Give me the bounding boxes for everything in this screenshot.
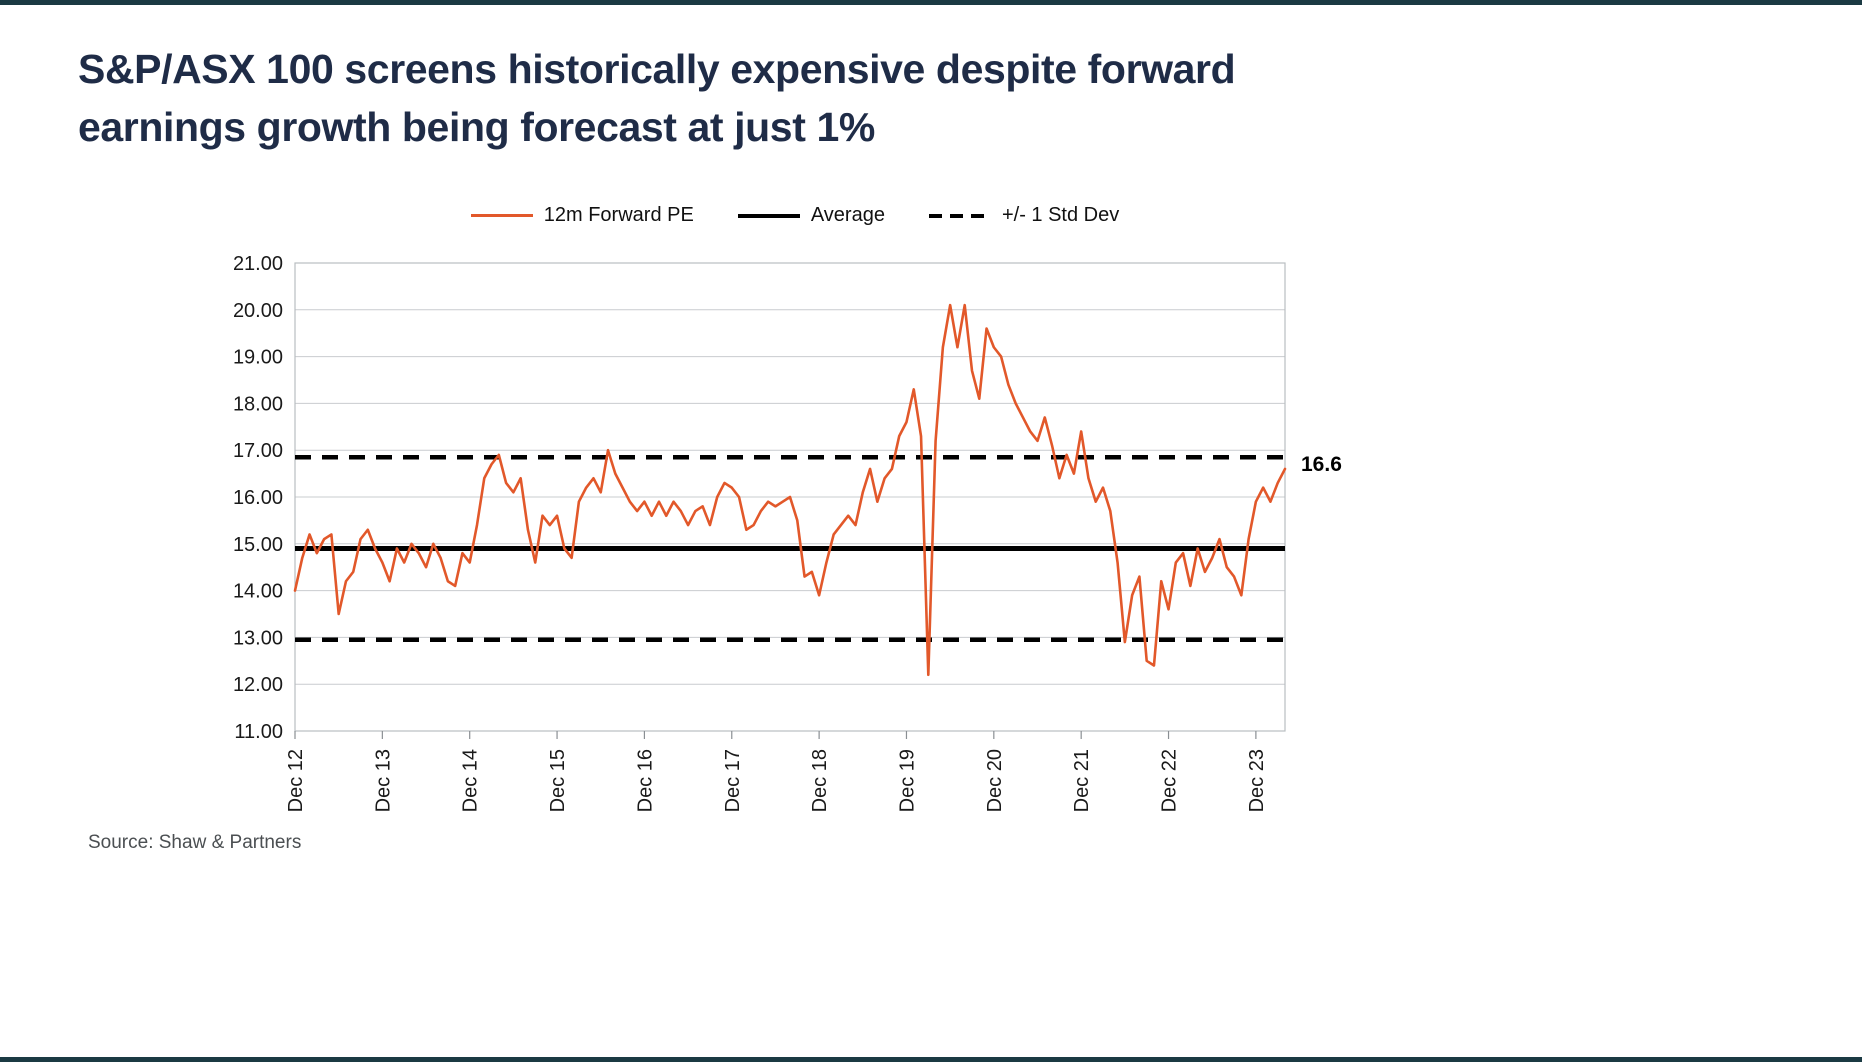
svg-text:16.00: 16.00 (233, 487, 283, 509)
legend-swatch-forward-pe (470, 214, 533, 217)
svg-text:Dec 22: Dec 22 (1159, 749, 1181, 812)
legend-swatch-std-dev (928, 213, 991, 218)
chart-title-line1: S&P/ASX 100 screens historically expensi… (78, 46, 1236, 92)
svg-text:Dec 14: Dec 14 (460, 749, 482, 812)
legend-label-std-dev: +/- 1 Std Dev (1001, 204, 1120, 226)
top-border (0, 0, 1862, 5)
legend-label-average: Average (810, 204, 885, 226)
svg-text:17.00: 17.00 (233, 440, 283, 462)
source-note: Source: Shaw & Partners (88, 832, 302, 853)
svg-text:Dec 23: Dec 23 (1246, 749, 1268, 812)
svg-text:Dec 15: Dec 15 (547, 749, 569, 812)
legend-label-forward-pe: 12m Forward PE (543, 204, 694, 226)
bottom-border (0, 1057, 1862, 1062)
svg-text:18.00: 18.00 (233, 393, 283, 415)
svg-text:16.6: 16.6 (1301, 453, 1342, 476)
legend: 12m Forward PE Average +/- 1 Std Dev (235, 204, 1355, 227)
legend-swatch-average (737, 213, 800, 218)
svg-text:Dec 16: Dec 16 (634, 749, 656, 812)
svg-text:Dec 18: Dec 18 (809, 749, 831, 812)
svg-text:21.00: 21.00 (233, 253, 283, 275)
svg-text:20.00: 20.00 (233, 300, 283, 322)
svg-text:Dec 13: Dec 13 (372, 749, 394, 812)
svg-text:Dec 20: Dec 20 (984, 749, 1006, 812)
chart-title-line2: earnings growth being forecast at just 1… (78, 104, 875, 150)
svg-text:11.00: 11.00 (234, 721, 283, 743)
svg-text:14.00: 14.00 (233, 581, 283, 603)
svg-text:Dec 17: Dec 17 (722, 749, 744, 812)
svg-text:15.00: 15.00 (233, 534, 283, 556)
svg-text:12.00: 12.00 (233, 674, 283, 696)
svg-text:Dec 21: Dec 21 (1071, 749, 1093, 812)
legend-item-average: Average (737, 204, 885, 227)
svg-text:Dec 12: Dec 12 (285, 749, 307, 812)
svg-text:13.00: 13.00 (233, 627, 283, 649)
chart-svg: 11.00 12.00 13.00 14.00 15.00 16.00 17.00 18.00… (233, 253, 1342, 812)
svg-text:19.00: 19.00 (233, 347, 283, 369)
legend-item-std-dev: +/- 1 Std Dev (928, 204, 1120, 227)
legend-item-forward-pe: 12m Forward PE (470, 204, 694, 227)
chart-title: S&P/ASX 100 screens historically expensi… (78, 40, 1578, 156)
svg-text:Dec 19: Dec 19 (896, 749, 918, 812)
